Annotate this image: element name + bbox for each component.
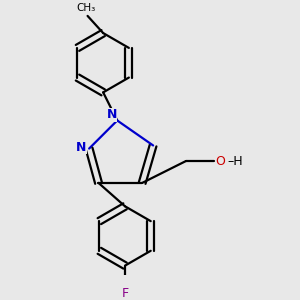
Text: CH₃: CH₃ (76, 3, 96, 13)
Text: N: N (106, 108, 117, 122)
Text: F: F (122, 287, 129, 300)
Text: –H: –H (227, 154, 243, 168)
Text: O: O (216, 154, 225, 168)
Text: N: N (76, 140, 86, 154)
